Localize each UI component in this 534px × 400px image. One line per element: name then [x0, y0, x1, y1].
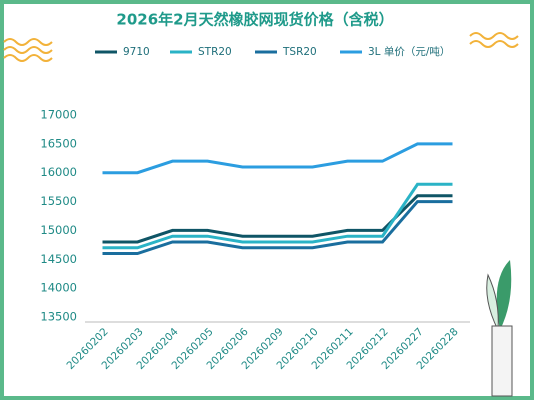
- legend-label: 3L 单价（元/吨）: [368, 45, 450, 58]
- series-line: [102, 142, 453, 175]
- legend-label: STR20: [198, 46, 232, 58]
- y-tick-label: 14500: [40, 252, 77, 266]
- legend-label: TSR20: [282, 46, 317, 58]
- y-tick-label: 14000: [40, 281, 77, 295]
- y-tick-label: 15500: [40, 194, 77, 208]
- chart-title: 2026年2月天然橡胶网现货价格（含税）: [116, 11, 393, 29]
- legend-label: 9710: [123, 46, 150, 58]
- y-tick-label: 15000: [40, 223, 77, 237]
- series-line: [102, 200, 453, 256]
- series-line: [102, 182, 453, 250]
- y-tick-label: 13500: [40, 310, 77, 324]
- y-tick-label: 17000: [40, 108, 77, 122]
- y-tick-label: 16000: [40, 165, 77, 179]
- decoration-plant: [486, 260, 513, 397]
- y-tick-label: 16500: [40, 136, 77, 150]
- decoration-waves: [3, 32, 519, 62]
- legend: 9710 STR20 TSR20 3L 单价（元/吨）: [95, 45, 450, 58]
